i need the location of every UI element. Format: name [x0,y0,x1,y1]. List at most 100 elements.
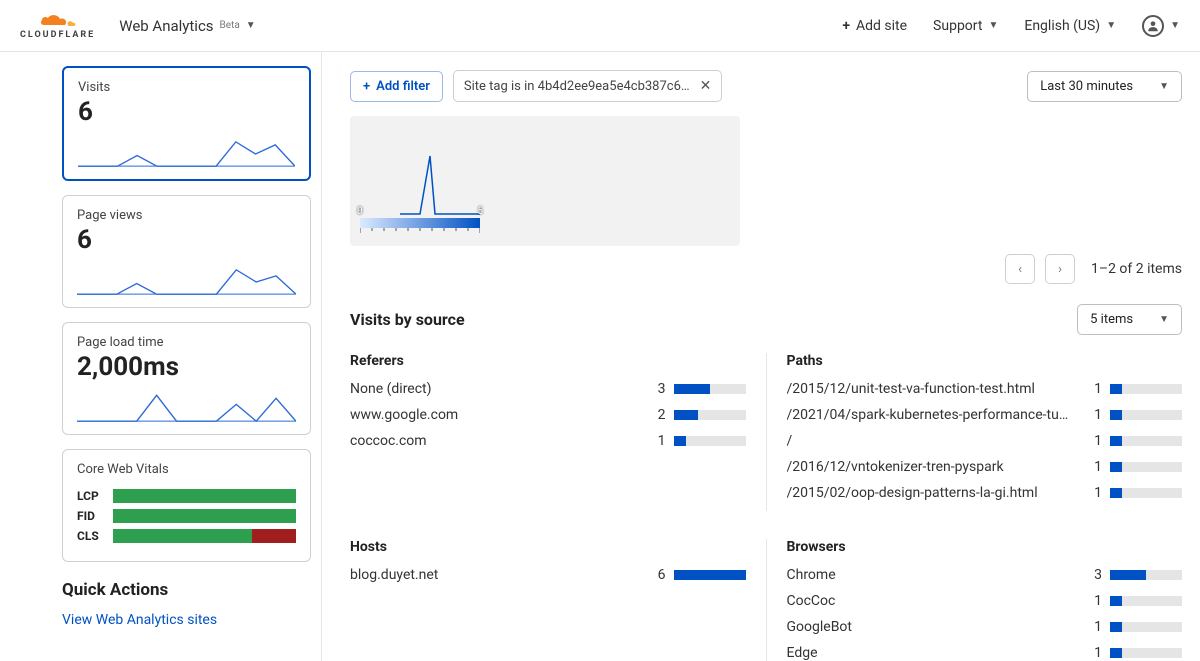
items-dropdown[interactable]: 5 items ▼ [1077,304,1182,335]
row-value: 1 [648,433,666,449]
row-value: 3 [648,381,666,397]
cwv-row: LCP [77,489,296,503]
card-page-load[interactable]: Page load time 2,000ms [62,322,311,435]
table-row[interactable]: GoogleBot1 [787,619,1183,635]
add-site-button[interactable]: + Add site [842,18,907,34]
col-hosts: Hosts blog.duyet.net6 [350,539,766,661]
language-menu[interactable]: English (US) ▼ [1024,18,1116,34]
filter-toolbar: + Add filter Site tag is in 4b4d2ee9ea5e… [350,70,1182,102]
row-value: 1 [1084,619,1102,635]
row-bar [1110,436,1182,446]
chevron-down-icon: ▼ [988,20,998,31]
items-dropdown-label: 5 items [1090,312,1133,327]
plus-icon: + [842,18,850,34]
map-sparkline [400,146,480,216]
cwv-row: FID [77,509,296,523]
topbar: CLOUDFLARE Web Analytics Beta ▼ + Add si… [0,0,1200,52]
cloud-icon [38,12,78,30]
table-row[interactable]: /2015/02/oop-design-patterns-la-gi.html1 [787,485,1183,501]
product-switcher[interactable]: Web Analytics Beta ▼ [119,17,255,35]
add-filter-button[interactable]: + Add filter [350,71,443,102]
cwv-bar [113,529,296,543]
table-row[interactable]: /1 [787,433,1183,449]
card-label: Visits [78,80,295,95]
table-row[interactable]: Edge1 [787,645,1183,661]
chevron-left-icon: ‹ [1018,262,1022,277]
time-range-label: Last 30 minutes [1040,79,1133,94]
active-filter-chip[interactable]: Site tag is in 4b4d2ee9ea5e4cb387c6… ✕ [453,70,722,102]
card-value: 6 [77,225,296,255]
account-menu[interactable]: ▼ [1142,15,1180,37]
cwv-label: LCP [77,489,113,503]
card-core-web-vitals[interactable]: Core Web Vitals LCP FID CLS [62,449,311,562]
filter-chip-text: Site tag is in 4b4d2ee9ea5e4cb387c6… [464,79,690,94]
brand-logo[interactable]: CLOUDFLARE [20,12,95,40]
table-row[interactable]: Chrome3 [787,567,1183,583]
main: + Add filter Site tag is in 4b4d2ee9ea5e… [322,52,1200,661]
pager-next-button[interactable]: › [1045,254,1075,284]
referers-rows: None (direct)3 www.google.com2 coccoc.com1 [350,381,746,449]
add-filter-label: Add filter [376,79,430,94]
card-page-views[interactable]: Page views 6 [62,195,311,308]
col-title: Paths [787,353,1183,369]
quick-actions-link[interactable]: View Web Analytics sites [62,612,311,628]
row-label: /2015/02/oop-design-patterns-la-gi.html [787,485,1085,501]
sparkline [77,259,296,297]
table-row[interactable]: coccoc.com1 [350,433,746,449]
product-name: Web Analytics [119,17,213,35]
row-bar [674,436,746,446]
visits-by-source-header: Visits by source 5 items ▼ [350,304,1182,335]
card-label: Page load time [77,335,296,350]
pager-text: 1–2 of 2 items [1091,261,1182,277]
cwv-title: Core Web Vitals [77,462,296,477]
pager-prev-button[interactable]: ‹ [1005,254,1035,284]
pager: ‹ › 1–2 of 2 items [350,254,1182,284]
row-label: CocCoc [787,593,1085,609]
table-row[interactable]: CocCoc1 [787,593,1183,609]
row-label: blog.duyet.net [350,567,648,583]
brand-name: CLOUDFLARE [20,30,95,40]
time-range-dropdown[interactable]: Last 30 minutes ▼ [1027,71,1182,102]
row-label: GoogleBot [787,619,1085,635]
source-grid-2: Hosts blog.duyet.net6 Browsers Chrome3Co… [350,539,1182,661]
chevron-down-icon: ▼ [1159,314,1169,325]
map-panel: 0 5 [350,116,740,246]
row-value: 6 [648,567,666,583]
table-row[interactable]: blog.duyet.net6 [350,567,746,583]
card-visits[interactable]: Visits 6 [62,66,311,181]
heat-max: 5 [477,206,483,217]
row-bar [1110,384,1182,394]
support-menu[interactable]: Support ▼ [933,18,998,34]
support-label: Support [933,18,982,34]
row-label: None (direct) [350,381,648,397]
sparkline [77,386,296,424]
cwv-row: CLS [77,529,296,543]
close-icon[interactable]: ✕ [700,78,712,94]
row-bar [674,410,746,420]
col-paths: Paths /2015/12/unit-test-va-function-tes… [766,353,1183,511]
browsers-rows: Chrome3CocCoc1GoogleBot1Edge1 [787,567,1183,661]
table-row[interactable]: /2015/12/unit-test-va-function-test.html… [787,381,1183,397]
row-label: / [787,433,1085,449]
section-title: Visits by source [350,310,465,329]
source-grid-1: Referers None (direct)3www.google.com2co… [350,353,1182,511]
heat-legend: 0 5 [360,218,480,240]
row-label: Chrome [787,567,1085,583]
row-value: 1 [1084,593,1102,609]
sparkline [78,131,295,169]
table-row[interactable]: www.google.com2 [350,407,746,423]
row-label: /2021/04/spark-kubernetes-performance-tu… [787,407,1085,423]
cwv-label: CLS [77,529,113,543]
card-value: 6 [78,97,295,127]
chevron-down-icon: ▼ [1170,20,1180,31]
row-value: 1 [1084,485,1102,501]
row-bar [1110,648,1182,658]
row-bar [1110,410,1182,420]
table-row[interactable]: None (direct)3 [350,381,746,397]
table-row[interactable]: /2021/04/spark-kubernetes-performance-tu… [787,407,1183,423]
table-row[interactable]: /2016/12/vntokenizer-tren-pyspark1 [787,459,1183,475]
cwv-label: FID [77,509,113,523]
quick-actions-title: Quick Actions [62,580,311,600]
row-value: 1 [1084,645,1102,661]
row-bar [1110,462,1182,472]
